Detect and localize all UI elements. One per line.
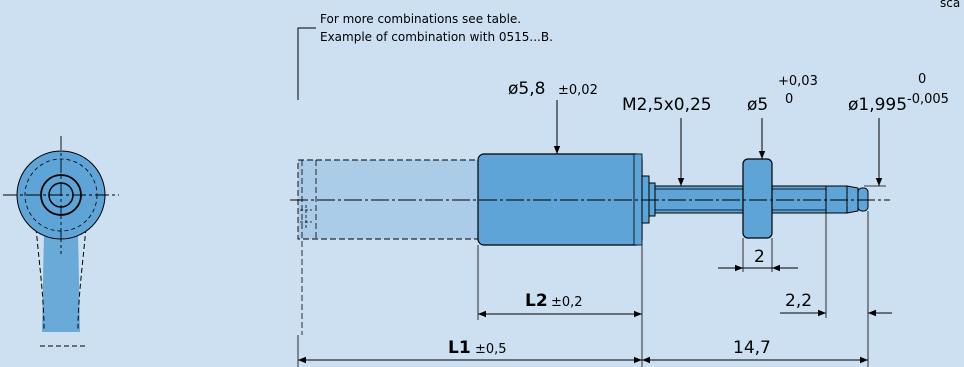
note-line-1: For more combinations see table. [320, 12, 521, 26]
dim-l1: L1 [448, 338, 471, 358]
end-view [3, 136, 119, 347]
end-view-bracket [42, 232, 80, 332]
motor-body [477, 153, 656, 246]
dim-shaft-tol-lower: -0,005 [907, 92, 949, 107]
note-leader [297, 27, 316, 100]
dim-l2: L2 [525, 291, 548, 311]
dim-collar-width: 2 [754, 247, 765, 267]
collar [742, 158, 773, 239]
dim-thread: M2,5x0,25 [622, 95, 712, 115]
dim-l1-tol: ±0,5 [475, 342, 507, 357]
threaded-shaft [654, 158, 869, 239]
dim-collar-diameter: ø5 [747, 95, 768, 115]
ghost-combination [297, 159, 481, 335]
dim-l2-tol: ±0,2 [551, 295, 583, 310]
corner-label: sca [940, 0, 960, 10]
dim-shaft-tol-upper: 0 [918, 72, 926, 87]
dim-groove-distance: 2,2 [785, 291, 812, 311]
dim-body-diameter: ø5,8 [508, 79, 545, 99]
dim-shaft-diameter: ø1,995 [848, 95, 907, 115]
dim-collar-tol-lower: 0 [785, 92, 793, 107]
note-line-2: Example of combination with 0515...B. [320, 30, 553, 44]
dim-body-diameter-tol: ±0,02 [558, 83, 598, 98]
dim-shaft-length: 14,7 [733, 338, 771, 358]
dim-collar-tol-upper: +0,03 [778, 74, 818, 89]
